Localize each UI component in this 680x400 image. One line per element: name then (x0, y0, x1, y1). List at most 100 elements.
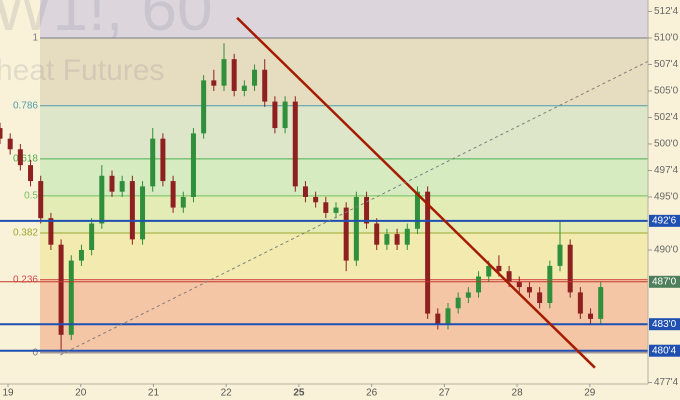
candle-body (313, 196, 319, 203)
fib-label: 0.618 (13, 153, 38, 164)
candle-body (201, 80, 207, 134)
candle-body (425, 191, 431, 314)
x-tick-label: 25 (293, 388, 305, 399)
candle-body (435, 313, 441, 325)
candle-body (17, 149, 23, 166)
fib-band (40, 37, 648, 106)
fib-label: 0.786 (13, 100, 38, 111)
candle-body (465, 292, 471, 298)
price-label-box (649, 214, 680, 227)
candle-body (455, 297, 461, 309)
fib-label: 0 (32, 347, 38, 358)
candle-body (170, 181, 176, 208)
y-tick-label: 505'0 (654, 86, 679, 97)
overlay (0, 16, 649, 369)
candle-body (282, 101, 288, 129)
fib-label: 0.236 (13, 274, 38, 285)
y-tick-label: 507'4 (654, 59, 679, 70)
candle-body (99, 175, 105, 224)
fib-band (40, 279, 648, 353)
candle-body (292, 101, 298, 187)
trend-line (236, 16, 596, 369)
candle-body (78, 249, 84, 261)
candle-body (557, 244, 563, 266)
candle-body (180, 196, 186, 208)
candle-body (404, 228, 410, 245)
y-tick-label: 500'0 (654, 139, 679, 150)
plot-area: 1 0.786 0.618 0.5 0.382 0.236 0 (0, 0, 648, 358)
candle-body (486, 265, 492, 277)
candle-body (272, 101, 278, 129)
price-label-box (649, 344, 680, 357)
candle-body (160, 138, 166, 182)
trend-line (60, 60, 649, 356)
fib-band (40, 105, 648, 159)
candle-body (476, 276, 482, 293)
watermark: W1!, 60 (0, 0, 213, 44)
candle-body (323, 202, 329, 213)
price-label: 480'4 (652, 345, 677, 356)
fib-label: 0.382 (13, 228, 38, 239)
candle-body (567, 244, 573, 293)
candle-body (221, 59, 227, 86)
candle-body (140, 186, 146, 240)
x-tick-label: 29 (584, 388, 596, 399)
x-tick-label: 22 (221, 388, 233, 399)
candle-body (241, 85, 247, 91)
candle-body (0, 128, 3, 139)
y-tick-label: 477'4 (654, 377, 679, 388)
x-tick-label: 19 (2, 388, 14, 399)
candle-body (48, 218, 54, 245)
y-tick-label: 490'0 (654, 245, 679, 256)
candle-body (109, 175, 115, 192)
candle-body (190, 133, 196, 197)
fib-band (40, 0, 648, 38)
y-tick-label: 512'4 (654, 6, 679, 17)
axes: 512'4 510'0 507'4 505'0 502'4 500'0 497'4 495'0… (2, 6, 680, 399)
x-tick-label: 28 (512, 388, 524, 399)
candle-body (577, 292, 583, 314)
y-tick-label: 510'0 (654, 33, 679, 44)
fib-label: 0.5 (24, 191, 38, 202)
candle-body (384, 234, 390, 245)
candle-body (68, 260, 74, 335)
candle-body (364, 196, 370, 224)
candle-body (343, 207, 349, 261)
x-tick-label: 21 (148, 388, 160, 399)
candle-body (302, 186, 308, 197)
candle-body (333, 207, 339, 213)
candle-body (58, 244, 64, 335)
x-tick-label: 26 (366, 388, 378, 399)
candle-body (374, 223, 380, 245)
candle-body (150, 138, 156, 187)
y-tick-label: 502'4 (654, 112, 679, 123)
y-tick-label: 495'0 (654, 192, 679, 203)
x-tick-label: 20 (75, 388, 87, 399)
candle-body (262, 69, 268, 102)
y-tick-label: 497'4 (654, 165, 679, 176)
price-label: 487'0 (652, 276, 677, 287)
candle-body (445, 308, 451, 325)
price-label-box (649, 275, 680, 288)
candle-body (353, 196, 359, 261)
candle-body (526, 287, 532, 293)
candle-body (588, 313, 594, 319)
candle-body (547, 265, 553, 304)
candle-body (7, 138, 13, 150)
candle-body (252, 69, 258, 86)
candle-body (516, 281, 522, 288)
candle-body (38, 181, 44, 219)
time-axis (0, 384, 680, 400)
candle-body (414, 191, 420, 229)
x-tick-label: 27 (439, 388, 451, 399)
candle-body (129, 181, 135, 240)
candle-body (598, 287, 604, 319)
candle-body (506, 271, 512, 282)
price-axis (648, 0, 680, 400)
price-label-box (649, 318, 680, 331)
candle-body (537, 292, 543, 304)
candle-body (28, 165, 34, 182)
fib-label: 1 (32, 33, 38, 44)
watermark-subtitle: heat Futures (0, 54, 164, 87)
